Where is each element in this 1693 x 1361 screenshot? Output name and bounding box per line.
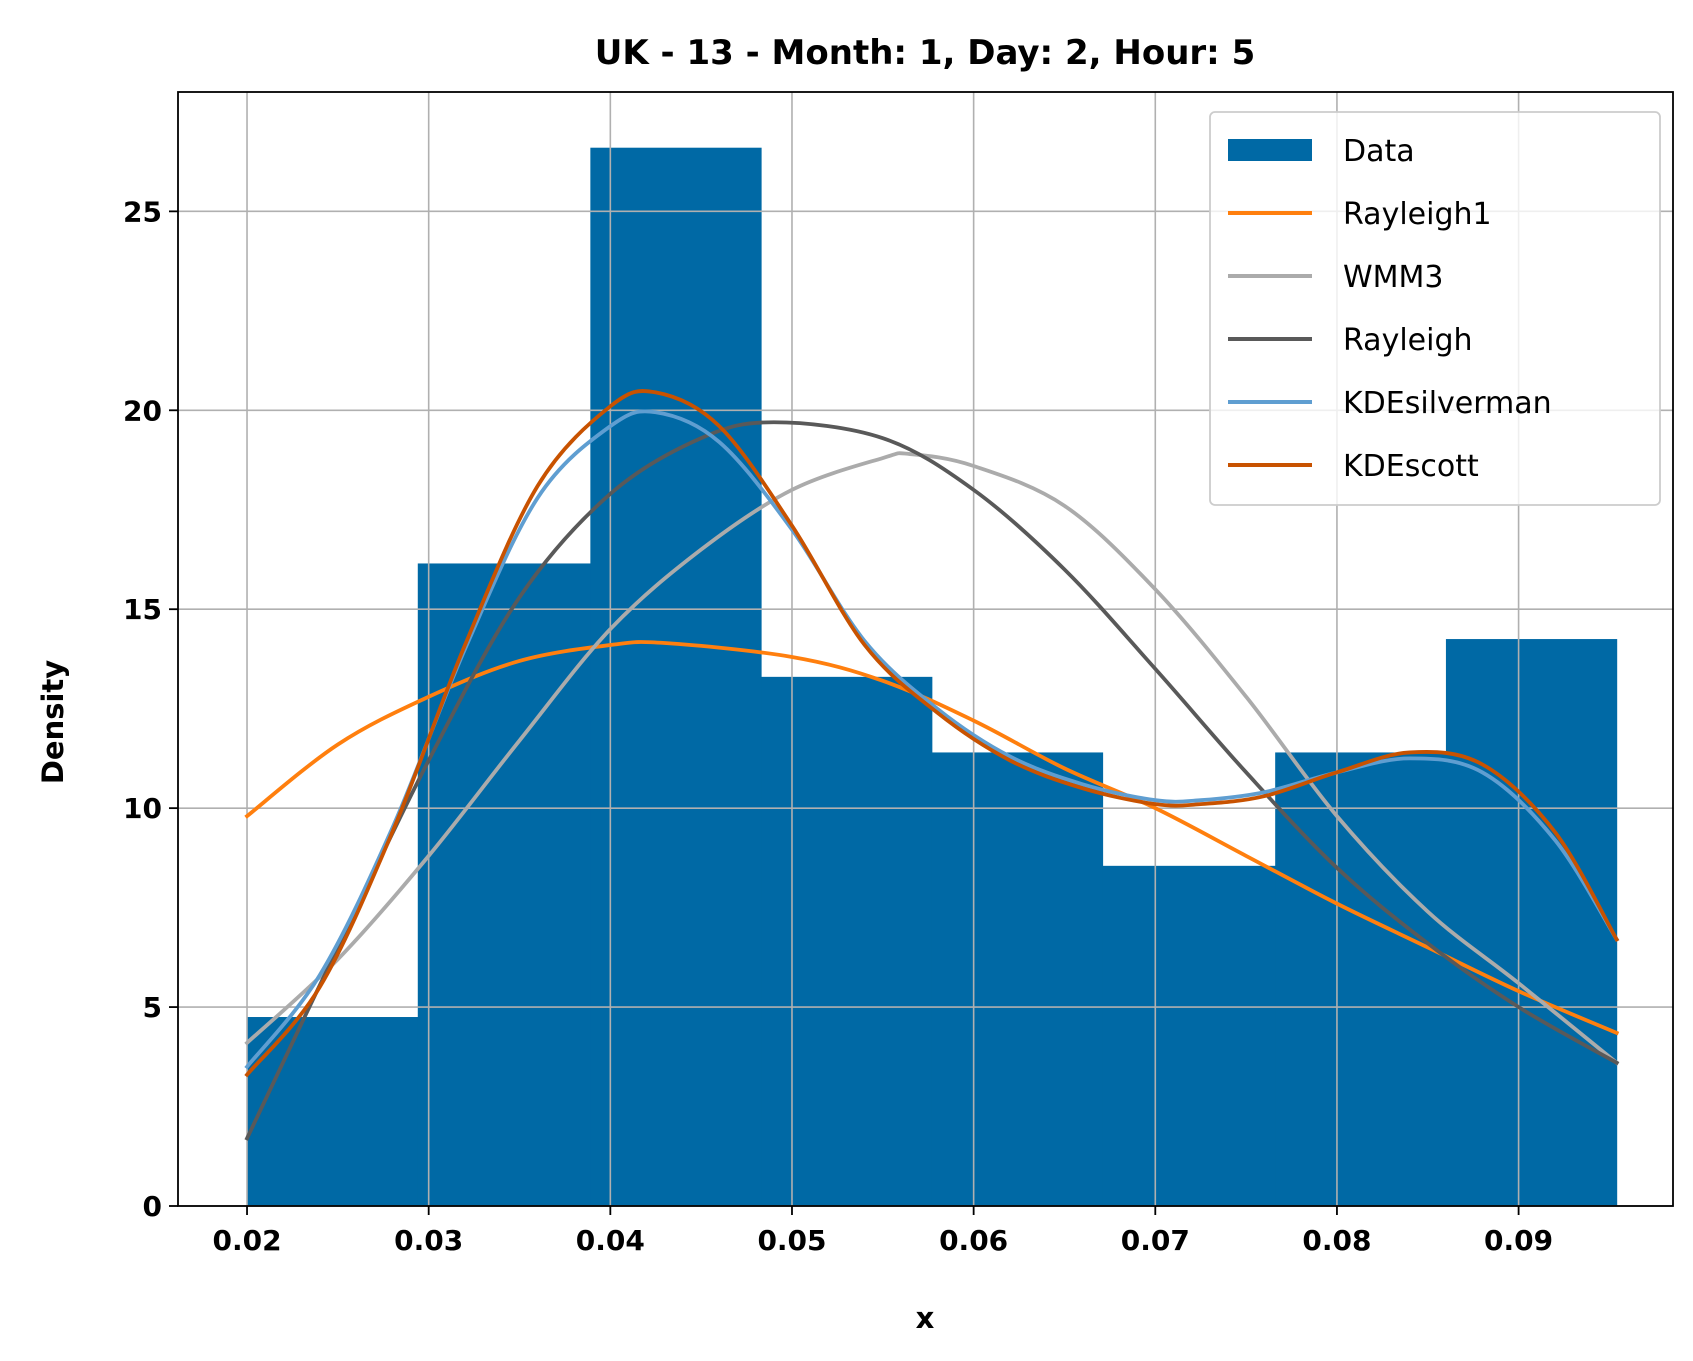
- legend: Data Rayleigh1 WMM3 Rayleigh KDEsilverman KDE…: [1209, 111, 1661, 506]
- series-line-wmm3: [244, 451, 1620, 1066]
- y-tick-label: 0: [143, 1190, 162, 1223]
- y-tick-label: 10: [123, 792, 162, 825]
- histogram-bar-2: [417, 563, 591, 1206]
- legend-swatch-data: [1228, 139, 1312, 161]
- legend-label-rayleigh1: Rayleigh1: [1343, 197, 1492, 232]
- y-axis-ticks: 0 5 10 15 20 25: [123, 195, 178, 1223]
- histogram-bar-8: [1445, 639, 1618, 1206]
- series-line-kdescott: [244, 389, 1620, 1078]
- x-tick-label: 0.09: [1484, 1224, 1553, 1257]
- x-tick-label: 0.02: [212, 1224, 281, 1257]
- series-line-rayleigh: [244, 420, 1620, 1141]
- histogram-bar-6: [1102, 865, 1276, 1206]
- legend-label-kdescott: KDEscott: [1343, 449, 1479, 484]
- histogram-bar-3: [590, 147, 762, 1207]
- legend-box: [1209, 111, 1661, 506]
- y-tick-label: 15: [123, 593, 162, 626]
- histogram-bar-5: [931, 752, 1104, 1206]
- plot-area: [178, 92, 1673, 1207]
- histogram-bars: [247, 147, 1618, 1207]
- x-tick-label: 0.07: [1121, 1224, 1190, 1257]
- legend-label-rayleigh: Rayleigh: [1343, 323, 1473, 358]
- y-tick-label: 25: [123, 195, 162, 228]
- series-lines: [244, 389, 1620, 1141]
- x-tick-label: 0.04: [576, 1224, 645, 1257]
- legend-label-data: Data: [1343, 134, 1415, 169]
- histogram-bar-7: [1275, 752, 1447, 1206]
- x-tick-label: 0.05: [757, 1224, 826, 1257]
- x-axis-label: x: [916, 1301, 935, 1335]
- histogram-bar-4: [761, 676, 933, 1206]
- axes-frame: [177, 91, 1674, 1207]
- x-axis-ticks: 0.02 0.03 0.04 0.05 0.06 0.07 0.08 0.09: [212, 1206, 1553, 1257]
- y-tick-label: 5: [143, 991, 162, 1024]
- x-tick-label: 0.03: [394, 1224, 463, 1257]
- legend-label-kdesilverman: KDEsilverman: [1343, 386, 1552, 421]
- histogram-bar-1: [247, 1017, 419, 1206]
- series-line-rayleigh1: [244, 640, 1620, 1036]
- x-tick-label: 0.06: [939, 1224, 1008, 1257]
- y-tick-label: 20: [123, 394, 162, 427]
- x-tick-label: 0.08: [1302, 1224, 1371, 1257]
- y-axis-label: Density: [36, 660, 70, 784]
- legend-label-wmm3: WMM3: [1343, 260, 1444, 295]
- chart-title: UK - 13 - Month: 1, Day: 2, Hour: 5: [595, 33, 1256, 73]
